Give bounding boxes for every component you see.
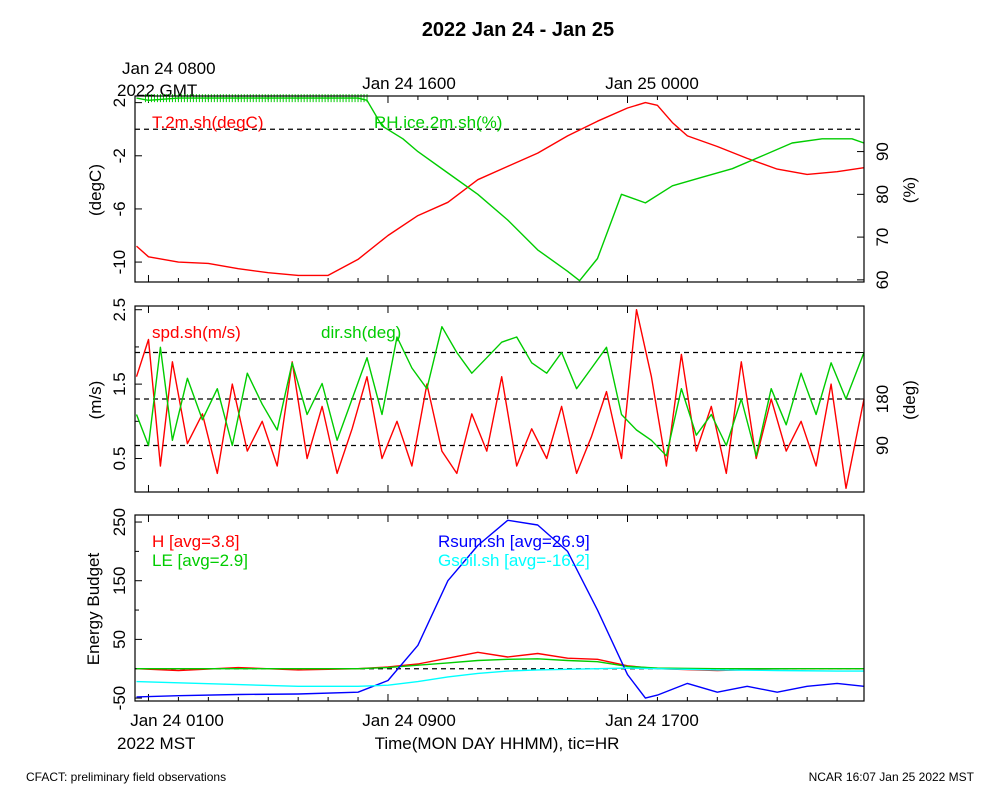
wind-panel: 2.5 1.5 0.5 180 90 xyxy=(110,298,892,493)
series-line-gsoil-sh xyxy=(136,667,864,687)
x-axis-title: Time(MON DAY HHMM), tic=HR xyxy=(375,734,620,753)
figure-title: 2022 Jan 24 - Jan 25 xyxy=(422,19,614,41)
left-y-tick-label: 50 xyxy=(110,630,129,649)
axis-title-percent: (%) xyxy=(900,177,919,203)
axis-title-ms: (m/s) xyxy=(86,381,105,420)
series-line-t-2m-sh-degc- xyxy=(136,101,865,277)
left-y-tick-label: 0.5 xyxy=(110,447,129,471)
left-y-tick-label: 2.5 xyxy=(110,298,129,322)
left-y-tick-label: 2 xyxy=(110,98,129,107)
legend-sensible-heat: H [avg=3.8] xyxy=(152,532,239,551)
top-axis-label-0: Jan 24 0800 xyxy=(122,59,216,78)
series-line-le xyxy=(136,658,864,670)
energy-budget-panel: 250 150 50 -50 xyxy=(110,508,865,711)
left-y-tick-label: -10 xyxy=(110,250,129,275)
series-line-dir-sh-deg- xyxy=(135,326,865,457)
right-y-tick-label: 90 xyxy=(873,142,892,161)
top-axis-label-2: Jan 25 0000 xyxy=(605,74,699,93)
plot-frame xyxy=(134,305,865,493)
left-y-tick-label: 150 xyxy=(110,567,129,595)
plot-frame xyxy=(134,95,865,283)
right-y-tick-label: 80 xyxy=(873,185,892,204)
bottom-axis-label-2: Jan 24 1700 xyxy=(605,711,699,730)
left-y-tick-label: -50 xyxy=(110,686,129,711)
footer-left: CFACT: preliminary field observations xyxy=(26,770,226,784)
top-axis-sublabel: 2022 GMT xyxy=(117,81,197,100)
plot-frame xyxy=(134,514,865,702)
right-y-tick-label: 180 xyxy=(873,385,892,413)
series-line-rsum-sh xyxy=(136,519,865,699)
legend-temperature: T.2m.sh(degC) xyxy=(152,113,263,132)
legend-latent-heat: LE [avg=2.9] xyxy=(152,551,248,570)
series-line-h xyxy=(136,651,864,672)
right-y-tick-label: 90 xyxy=(873,436,892,455)
legend-radiation-sum: Rsum.sh [avg=26.9] xyxy=(438,532,590,551)
right-y-tick-label: 60 xyxy=(873,270,892,289)
legend-humidity: RH.ice.2m.sh(%) xyxy=(374,113,502,132)
axis-title-degc: (degC) xyxy=(86,164,105,216)
bottom-axis-sublabel: 2022 MST xyxy=(117,734,195,753)
bottom-axis-label-1: Jan 24 0900 xyxy=(362,711,456,730)
left-y-tick-label: -6 xyxy=(110,201,129,216)
axis-title-deg: (deg) xyxy=(900,380,919,420)
legend-soil-heat: Gsoil.sh [avg=-16.2] xyxy=(438,551,590,570)
legend-wind-direction: dir.sh(deg) xyxy=(321,323,401,342)
left-y-tick-label: 1.5 xyxy=(110,372,129,396)
legend-wind-speed: spd.sh(m/s) xyxy=(152,323,241,342)
axis-title-energy: Energy Budget xyxy=(84,552,103,665)
series-line-spd-sh-m-s- xyxy=(135,309,865,489)
footer-right: NCAR 16:07 Jan 25 2022 MST xyxy=(809,770,975,784)
series-line-rh-ice-2m-sh- xyxy=(136,97,865,282)
left-y-tick-label: 250 xyxy=(110,508,129,536)
bottom-axis-label-0: Jan 24 0100 xyxy=(130,711,224,730)
top-axis-label-1: Jan 24 1600 xyxy=(362,74,456,93)
right-y-tick-label: 70 xyxy=(873,228,892,247)
temperature-humidity-panel: 2 -2 -6 -10 60 70 80 90 xyxy=(110,94,892,289)
left-y-tick-label: -2 xyxy=(110,148,129,163)
